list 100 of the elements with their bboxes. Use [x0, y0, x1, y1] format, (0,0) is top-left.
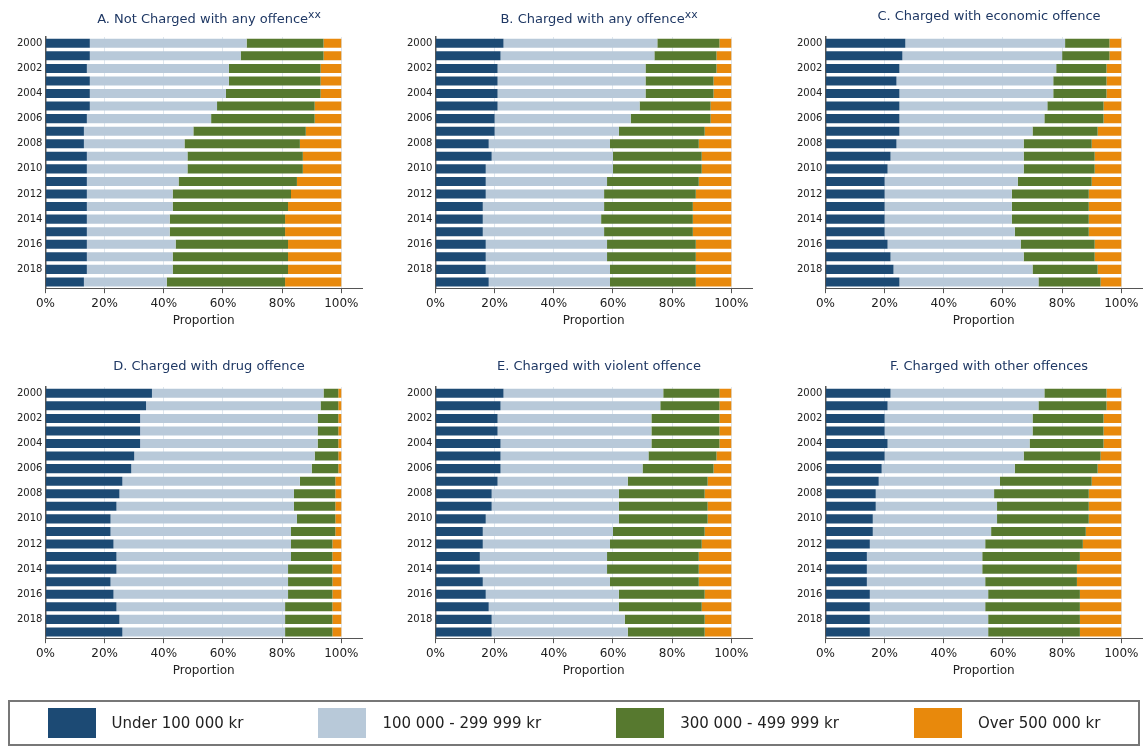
bar: [45, 589, 114, 599]
bar: [45, 489, 120, 499]
bar: [228, 63, 321, 73]
bar: [869, 539, 986, 549]
bar: [146, 401, 321, 411]
y-tick-label: 2010: [407, 162, 433, 174]
y-tick-label: 2006: [17, 462, 43, 474]
bar: [45, 101, 90, 111]
bar: [639, 101, 711, 111]
x-tick-label: 0%: [425, 645, 445, 660]
bar: [825, 126, 900, 136]
bar: [866, 564, 983, 574]
y-tick-label: 2014: [407, 212, 433, 224]
bar: [45, 401, 147, 411]
y-tick-label: 2016: [407, 237, 433, 249]
y-tick-label: 2012: [407, 537, 433, 549]
bar: [719, 413, 732, 423]
x-axis-title: Proportion: [562, 312, 625, 327]
bar: [610, 577, 699, 587]
bar: [317, 413, 339, 423]
bar: [332, 614, 342, 624]
bar: [435, 151, 492, 161]
bar: [435, 589, 486, 599]
bar: [45, 577, 111, 587]
bar: [86, 114, 212, 124]
bar: [701, 164, 732, 174]
bar: [435, 202, 483, 212]
bar: [825, 577, 867, 587]
y-tick-label: 2012: [17, 537, 43, 549]
bar: [1091, 476, 1122, 486]
bar: [884, 426, 1033, 436]
bar: [479, 564, 608, 574]
bar: [719, 426, 732, 436]
x-tick-label: 80%: [1048, 295, 1076, 310]
bar: [1076, 577, 1122, 587]
bar: [435, 451, 501, 461]
bar: [899, 114, 1045, 124]
bar: [825, 151, 891, 161]
x-tick-label: 60%: [599, 645, 627, 660]
bar: [719, 38, 732, 48]
bar: [169, 214, 286, 224]
y-tick-label: 2016: [797, 587, 823, 599]
y-tick-label: 2012: [797, 537, 823, 549]
y-tick-label: 2010: [407, 512, 433, 524]
bar: [651, 413, 720, 423]
bar: [285, 277, 342, 287]
bar: [825, 476, 879, 486]
bar: [184, 139, 300, 149]
bar: [86, 189, 173, 199]
bar: [698, 552, 732, 562]
y-tick-label: 2016: [17, 237, 43, 249]
bar: [45, 451, 135, 461]
bar: [1088, 501, 1122, 511]
bar: [869, 614, 989, 624]
bar: [1091, 139, 1122, 149]
bar: [899, 101, 1048, 111]
bar: [825, 489, 876, 499]
bar: [122, 476, 300, 486]
y-tick-label: 2002: [17, 411, 43, 423]
bar: [1023, 139, 1092, 149]
bar: [887, 164, 1024, 174]
bar: [825, 388, 891, 398]
x-tick-label: 40%: [930, 645, 958, 660]
x-tick-label: 20%: [871, 295, 898, 310]
bar: [89, 89, 226, 99]
y-tick-label: 2010: [17, 512, 43, 524]
y-tick-label: 2000: [17, 36, 43, 48]
bar: [83, 126, 194, 136]
bar: [435, 277, 489, 287]
bar: [45, 214, 87, 224]
bar: [884, 214, 1012, 224]
bar: [1094, 164, 1122, 174]
bar: [285, 614, 333, 624]
y-tick-label: 2002: [17, 61, 43, 73]
bar: [1014, 464, 1098, 474]
bar: [1109, 38, 1122, 48]
x-tick-label: 80%: [268, 295, 296, 310]
bar: [285, 627, 333, 637]
bar: [1106, 89, 1122, 99]
x-axis-title: Proportion: [172, 662, 235, 677]
y-tick-label: 2002: [407, 411, 433, 423]
bar: [45, 526, 111, 536]
bar: [713, 464, 732, 474]
bar: [825, 514, 873, 524]
bar: [435, 577, 483, 587]
bar: [45, 627, 123, 637]
bar: [719, 439, 732, 449]
bar: [1014, 227, 1089, 237]
bar: [503, 38, 658, 48]
bar: [193, 126, 306, 136]
bar: [1079, 589, 1122, 599]
bar: [314, 101, 342, 111]
bar: [1100, 451, 1122, 461]
y-tick-label: 2014: [407, 562, 433, 574]
bar: [86, 176, 179, 186]
bar: [332, 552, 342, 562]
bar: [45, 439, 141, 449]
bar: [302, 164, 342, 174]
bar: [45, 151, 87, 161]
y-tick-label: 2008: [797, 137, 823, 149]
